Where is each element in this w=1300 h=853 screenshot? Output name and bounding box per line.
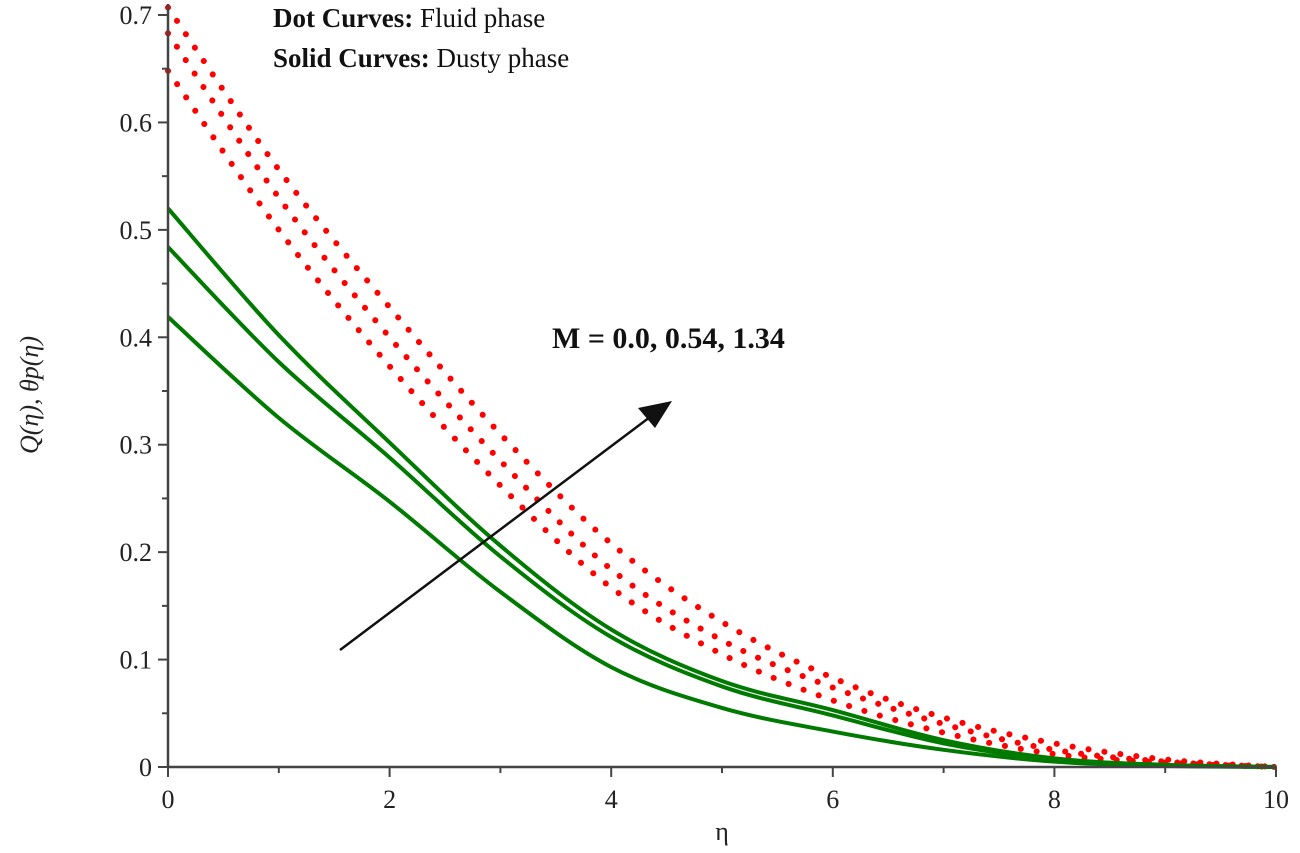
increasing-arrow-icon <box>339 401 672 651</box>
y-tick-label: 0.2 <box>120 538 153 567</box>
x-tick-label: 10 <box>1263 785 1289 814</box>
y-axis-label: Q(η), θp(η) <box>15 336 44 454</box>
axes-group <box>166 4 1276 769</box>
fluid-phase-curve-1 <box>165 30 1279 770</box>
y-tick-label: 0.7 <box>120 1 153 30</box>
y-ticks: 0 0.1 0.2 0.3 0.4 0.5 0.6 0.7 <box>120 1 168 782</box>
curves-group <box>165 4 1279 770</box>
x-axis-label: η <box>715 817 729 846</box>
legend-line-dot: Dot Curves: Fluid phase <box>273 3 545 33</box>
x-tick-label: 8 <box>1048 785 1061 814</box>
y-tick-label: 0.6 <box>120 108 153 137</box>
y-tick-label: 0.4 <box>120 323 153 352</box>
y-tick-label: 0.1 <box>120 646 153 675</box>
y-tick-label: 0.5 <box>120 216 153 245</box>
legend-line-solid: Solid Curves: Dusty phase <box>273 43 569 73</box>
x-ticks: 0 2 4 6 8 10 <box>162 767 1289 814</box>
legend: Dot Curves: Fluid phase Solid Curves: Du… <box>273 3 569 73</box>
y-tick-label: 0 <box>139 753 152 782</box>
parameter-annotation: M = 0.0, 0.54, 1.34 <box>552 322 785 355</box>
x-tick-label: 0 <box>162 785 175 814</box>
fluid-phase-curve-2 <box>165 4 1279 770</box>
x-tick-label: 2 <box>383 785 396 814</box>
dusty-phase-curve-5 <box>166 207 1277 769</box>
fluid-phase-curve-0 <box>165 67 1279 770</box>
y-tick-label: 0.3 <box>120 431 153 460</box>
x-tick-label: 6 <box>826 785 839 814</box>
dusty-phase-curve-3 <box>166 315 1277 769</box>
x-tick-label: 4 <box>605 785 618 814</box>
